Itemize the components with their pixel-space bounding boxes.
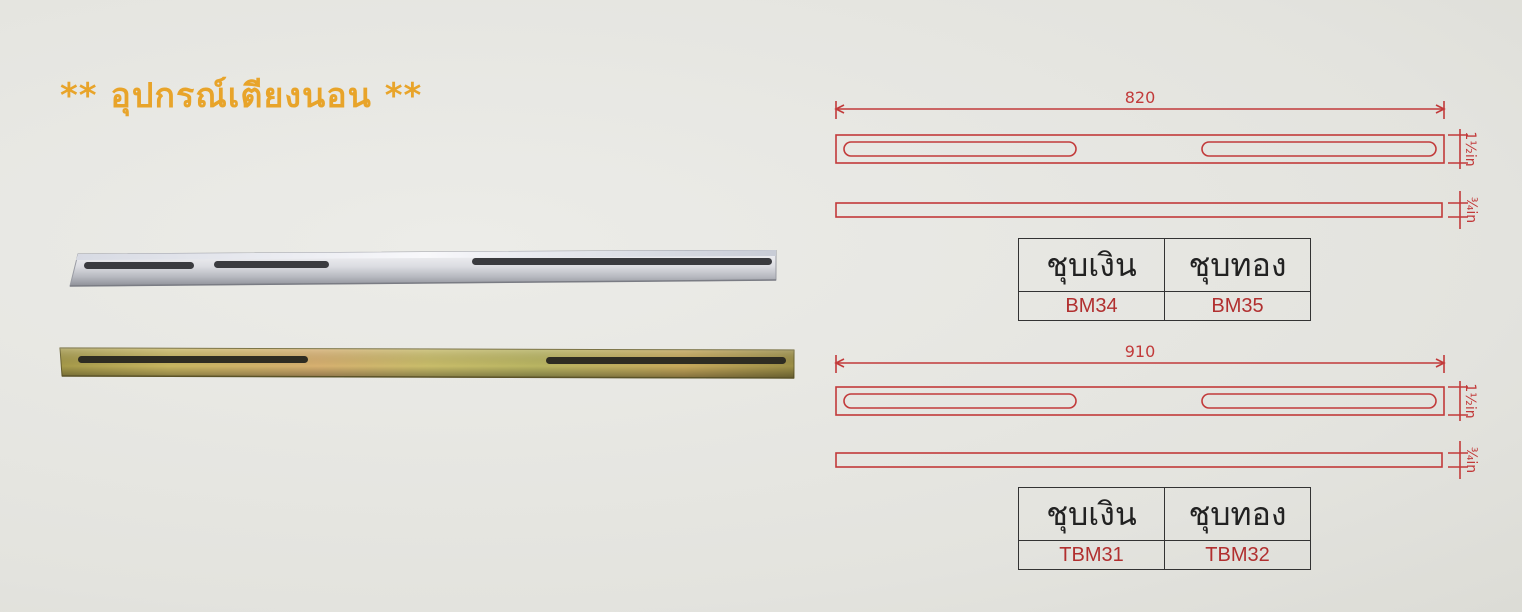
silver-code: TBM31 xyxy=(1018,540,1165,570)
silver-code: BM34 xyxy=(1018,291,1165,321)
silver-plated-header: ชุบเงิน xyxy=(1018,487,1165,541)
height-label-bottom: 1½in xyxy=(1462,383,1478,418)
gold-plated-header: ชุบทอง xyxy=(1164,487,1311,541)
length-label-bottom: 910 xyxy=(1125,342,1156,361)
plate-front-view-top xyxy=(835,134,1445,164)
thickness-label-bottom: ¾in xyxy=(1463,447,1479,473)
gold-code: TBM32 xyxy=(1164,540,1311,570)
product-code-table-bottom: ชุบเงิน ชุบทอง TBM31 TBM32 xyxy=(1018,487,1311,570)
height-label-top: 1½in xyxy=(1462,131,1478,166)
gold-plated-header: ชุบทอง xyxy=(1164,238,1311,292)
product-code-table-top: ชุบเงิน ชุบทอง BM34 BM35 xyxy=(1018,238,1311,321)
silver-plated-header: ชุบเงิน xyxy=(1018,238,1165,292)
page-title: ** อุปกรณ์เตียงนอน ** xyxy=(60,76,423,116)
plate-side-view-bottom xyxy=(835,452,1443,468)
silver-bar-photo xyxy=(69,250,777,287)
plate-front-view-bottom xyxy=(835,386,1445,416)
technical-drawing: 820 1½in ¾in 910 1½in ¾in xyxy=(834,88,1479,479)
gold-code: BM35 xyxy=(1164,291,1311,321)
gold-bar-photo xyxy=(59,347,795,379)
thickness-label-top: ¾in xyxy=(1463,197,1479,223)
length-label-top: 820 xyxy=(1125,88,1156,107)
plate-side-view-top xyxy=(835,202,1443,218)
